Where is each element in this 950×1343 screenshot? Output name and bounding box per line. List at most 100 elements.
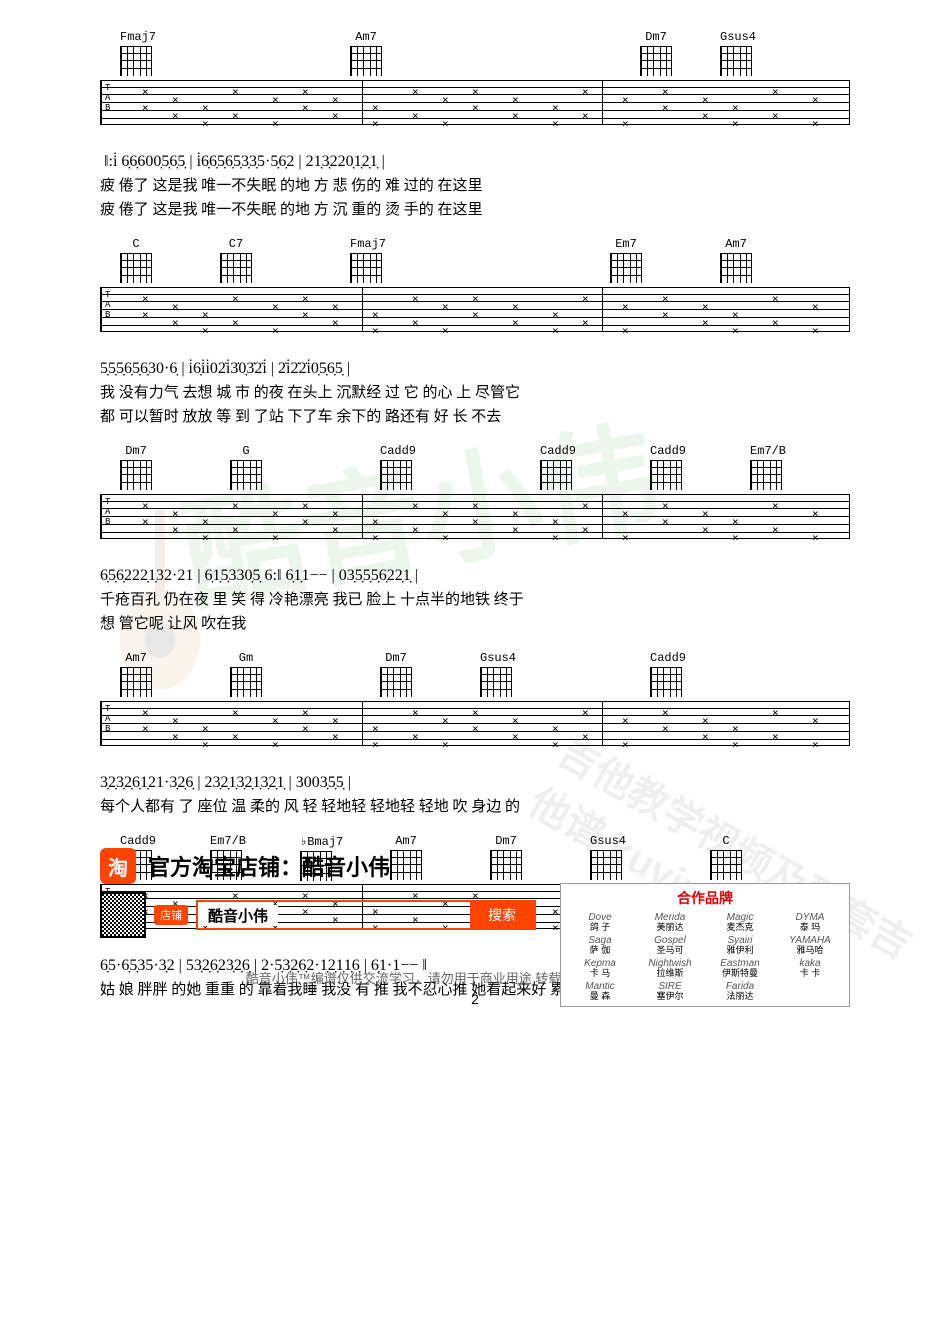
chord-box: Gm (230, 651, 262, 697)
chord-name: Am7 (350, 30, 382, 44)
chord-name: Dm7 (380, 651, 412, 665)
chord-row: Dm7 G Cadd9 Cadd9 Cadd9 Em7/B (100, 444, 850, 494)
brand-name-cn: 法丽达 (707, 992, 773, 1002)
footer: 淘 官方淘宝店铺：酷音小伟 店铺 酷音小伟 搜索 合作品牌 Dove鸽 子Mer… (100, 848, 850, 1007)
chord-name: Cadd9 (380, 444, 416, 458)
search-button[interactable]: 搜索 (470, 902, 534, 928)
chord-box: Am7 (720, 237, 752, 283)
chord-name: Gsus4 (480, 651, 516, 665)
brand-cell: Eastman伊斯特曼 (707, 958, 773, 979)
chord-name: Em7 (610, 237, 642, 251)
chord-name: Cadd9 (650, 651, 686, 665)
brand-cell: Dove鸽 子 (567, 912, 633, 933)
chord-name: Cadd9 (540, 444, 576, 458)
chord-name: Am7 (720, 237, 752, 251)
chord-name: Fmaj7 (350, 237, 386, 251)
brand-cell: YAMAHA雅马哈 (777, 935, 843, 956)
chord-box: Em7/B (750, 444, 786, 490)
music-system: Am7GmDm7Gsus4Cadd9TAB×××××××××××××××××××… (100, 651, 850, 816)
brand-name-cn: 曼 森 (567, 992, 633, 1002)
taobao-icon: 淘 (100, 848, 136, 884)
lyric-line-1: 每个人都有 了 座位 温 柔的 风 轻 轻地轻 轻地轻 轻地 吹 身边 的 (100, 795, 850, 816)
brand-cell: Syairi雅伊利 (707, 935, 773, 956)
chord-box: Am7 (120, 651, 152, 697)
chord-box: Cadd9 (650, 444, 686, 490)
chord-name: C (120, 237, 152, 251)
chord-name: Em7/B (750, 444, 786, 458)
numbered-notation: 6̣ 5̣ 6̣ 2 2 2̣ 1̣ 3 2· 2 1 | 6̣ 1̣ 5̣ 3… (100, 567, 850, 585)
lyric-line-2: 想 管它呢 让风 吹在我 (100, 612, 850, 633)
chord-name: C7 (220, 237, 252, 251)
chord-diagram-icon (720, 46, 752, 76)
chord-box: C7 (220, 237, 252, 283)
brand-name-cn: 雅伊利 (707, 946, 773, 956)
chord-box: Dm7 (120, 444, 152, 490)
tab-strum-marks: ×××××××××××××××××××××××××××××××××××××××× (122, 81, 849, 124)
chord-name: Gsus4 (720, 30, 756, 44)
shop-tag: 店铺 (154, 905, 188, 925)
brand-name-cn: 拉维斯 (637, 969, 703, 979)
chord-box: Dm7 (380, 651, 412, 697)
brand-name-cn: 卡 卡 (777, 969, 843, 979)
shop-title: 官方淘宝店铺：酷音小伟 (148, 850, 390, 882)
chord-name: Dm7 (640, 30, 672, 44)
brand-cell: Merida美丽达 (637, 912, 703, 933)
chord-row: C C7 Fmaj7 Em7 Am7 (100, 237, 850, 287)
lyric-line-2: 都 可以暂时 放放 等 到 了站 下了车 余下的 路还有 好 长 不去 (100, 405, 850, 426)
brand-cell: Farida法丽达 (707, 981, 773, 1002)
brand-cell: Kepma卡 马 (567, 958, 633, 979)
tab-label: TAB (105, 83, 110, 113)
brand-cell: Gospel圣马可 (637, 935, 703, 956)
notation-row: 5̣ 5̣ 5̣ 6̣ 5̣ 6̣ 3 0· 6̣ | i̇ 6̣ i̇ i̇ … (100, 360, 850, 426)
chord-diagram-icon (120, 46, 152, 76)
lyric-line-1: 疲 倦了 这是我 唯一不失眠 的地 方 悲 伤的 难 过的 在这里 (100, 174, 850, 195)
tab-staff: TAB×××××××××××××××××××××××××××××××××××××… (100, 494, 850, 539)
chord-box: G (230, 444, 262, 490)
chord-name: Gsus4 (590, 834, 626, 848)
tab-staff: TAB ×××××××××××××××××××××××××××××××××××××… (100, 80, 850, 125)
chord-box: Gsus4 (480, 651, 516, 697)
chord-diagram-icon (720, 253, 752, 283)
chord-name: C (710, 834, 742, 848)
brand-name-cn: 伊斯特曼 (707, 969, 773, 979)
brands-title: 合作品牌 (567, 888, 843, 908)
chord-name: Am7 (390, 834, 422, 848)
brand-name-cn: 美丽达 (637, 923, 703, 933)
chord-diagram-icon (650, 667, 682, 697)
qr-code-icon (100, 892, 146, 938)
chord-box: Am7 (350, 30, 382, 76)
chord-box: Cadd9 (380, 444, 416, 490)
tab-strum-marks: ×××××××××××××××××××××××××××××××××××××××× (122, 288, 849, 331)
chord-box: C (120, 237, 152, 283)
chord-box: Cadd9 (650, 651, 686, 697)
brands-grid: Dove鸽 子Merida美丽达Magic麦杰克DYMA泰 玛Saga萨 伽Go… (567, 912, 843, 1002)
brand-name-cn: 泰 玛 (777, 923, 843, 933)
chord-diagram-icon (350, 253, 382, 283)
music-system: Dm7 G Cadd9 Cadd9 Cadd9 Em7/B TAB×××××××××××××… (100, 444, 850, 633)
chord-box: Gsus4 (720, 30, 756, 76)
chord-diagram-icon (230, 667, 262, 697)
promo-row: 淘 官方淘宝店铺：酷音小伟 (100, 848, 850, 884)
chord-name: G (230, 444, 262, 458)
chord-name: Em7/B (210, 834, 246, 848)
brand-cell: Magic麦杰克 (707, 912, 773, 933)
brand-name-cn: 萨 伽 (567, 946, 633, 956)
chord-box: Cadd9 (540, 444, 576, 490)
search-box[interactable]: 酷音小伟 搜索 (196, 900, 536, 930)
chord-diagram-icon (750, 460, 782, 490)
chord-name: Dm7 (120, 444, 152, 458)
numbered-notation: ‖:i̇ 6̣ 6̣ 6 0 0̣ 5̣ 6̣ 5̣ | i̇ 6̣ 6̣ 5̣… (100, 153, 850, 171)
music-system: Fmaj7Am7Dm7Gsus4TAB×××××××××××××××××××××… (100, 30, 850, 219)
lyric-line-2: 疲 倦了 这是我 唯一不失眠 的地 方 沉 重的 烫 手的 在这里 (100, 198, 850, 219)
chord-diagram-icon (230, 460, 262, 490)
chord-diagram-icon (650, 460, 682, 490)
tab-label: TAB (105, 497, 110, 527)
search-label: 酷音小伟 (198, 905, 278, 926)
chord-diagram-icon (350, 46, 382, 76)
tab-staff: TAB×××××××××××××××××××××××××××××××××××××… (100, 287, 850, 332)
notation-row: ‖:i̇ 6̣ 6̣ 6 0 0̣ 5̣ 6̣ 5̣ | i̇ 6̣ 6̣ 5̣… (100, 153, 850, 219)
brand-name-cn: 鸽 子 (567, 923, 633, 933)
chord-diagram-icon (220, 253, 252, 283)
numbered-notation: 3̣ 2̣ 3̣ 2̣ 6̣ 1̣ 2 1· 3̣ 2̣ 6̣ | 2 3̣ 2… (100, 774, 850, 792)
music-system: C C7 Fmaj7 Em7 Am7 TAB×××××××××××××××××××××××… (100, 237, 850, 426)
